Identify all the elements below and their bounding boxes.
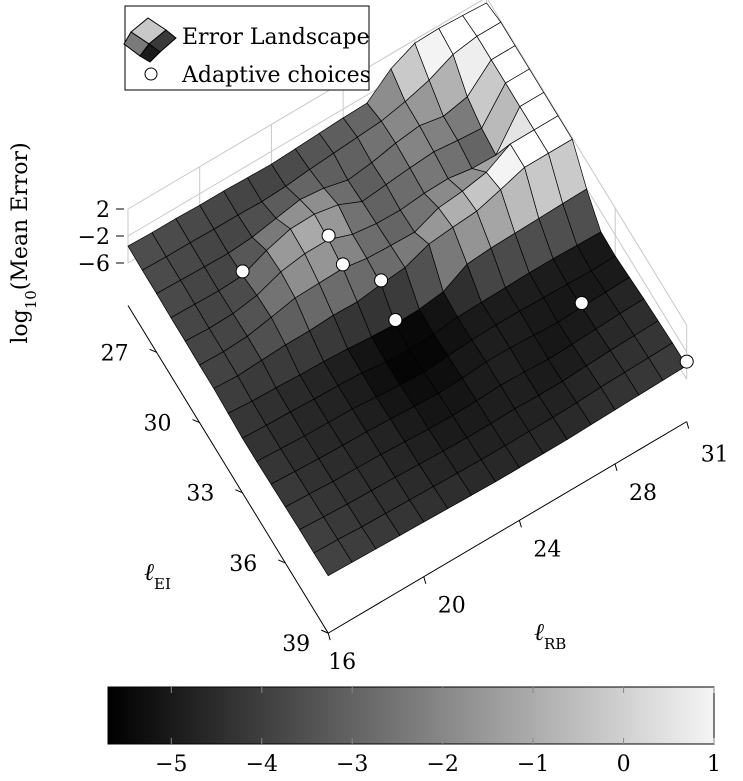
z-axis-label: log10(Mean Error) [8,142,40,343]
x-tick [235,489,243,494]
x-tick [192,419,200,423]
legend-surface-icon [123,17,177,63]
y-tick-label: 20 [438,594,466,619]
adaptive-choice-dot [235,264,250,279]
legend-label-error-landscape: Error Landscape [182,25,370,50]
colorbar-tick-label: −3 [336,752,368,777]
colorbar: −5 −4 −3 −2 −1 0 1 [107,686,721,777]
y-tick [518,520,522,528]
y-tick [423,576,427,584]
surface-cell [313,539,353,577]
x-tick [149,348,157,353]
colorbar-gradient [107,686,715,745]
x-tick [321,629,329,634]
legend-box [124,5,370,91]
adaptive-choice-dot [679,354,694,369]
colorbar-tick-label: −5 [155,752,187,777]
y-tick [614,463,618,472]
z-tick-label: 2 [96,198,110,223]
legend-dot-icon [144,67,158,81]
tick-labels: 27 30 33 36 39 16 20 24 28 31 2−2−6 [78,198,729,675]
x-tick-label: 39 [282,632,310,657]
adaptive-choice-dot [388,313,403,327]
colorbar-tick-label: 1 [707,752,721,777]
z-tick-label: −2 [78,225,110,250]
x-tick-label: 36 [229,552,257,577]
axis-ticks [116,208,690,641]
x-tick-label: 30 [144,412,172,437]
adaptive-choice-dot [574,296,589,310]
y-axis-line [327,421,687,634]
error-surface [127,2,688,577]
adaptive-choice-dot [335,257,350,272]
wall-grid-line [487,0,688,326]
colorbar-tick-label: −1 [517,752,549,777]
y-tick-label: 28 [629,481,657,506]
x-axis-label: ℓEI [144,558,171,593]
colorbar-tick-label: −2 [426,752,458,777]
x-tick [278,559,286,564]
legend: Error Landscape Adaptive choices [123,5,371,91]
y-tick-label: 24 [533,537,561,562]
adaptive-choice-dot [374,273,389,288]
colorbar-tick-label: 0 [617,752,631,777]
wall-grid-line [127,0,484,210]
legend-label-adaptive-choices: Adaptive choices [181,63,371,88]
y-tick [327,632,331,641]
x-tick-label: 27 [101,341,129,366]
adaptive-choice-markers [235,228,694,369]
y-axis-label: ℓRB [534,618,566,653]
y-tick-label: 16 [328,650,356,675]
x-axis-line [127,305,329,634]
adaptive-choice-dot [321,228,336,243]
z-tick-label: −6 [78,252,110,277]
y-tick-label: 31 [701,443,729,468]
x-tick-label: 33 [186,482,214,507]
y-tick [686,421,690,429]
colorbar-tick-label: −4 [246,752,278,777]
